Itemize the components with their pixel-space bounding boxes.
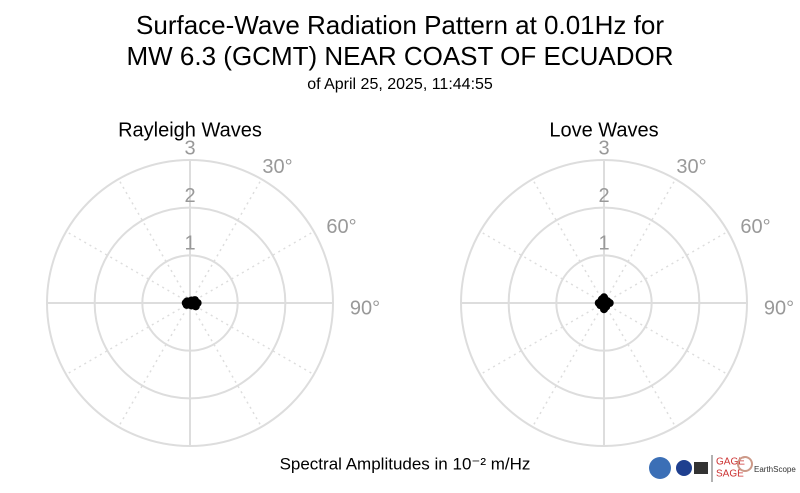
point bbox=[185, 297, 194, 306]
r-tick-label: 1 bbox=[184, 233, 195, 255]
theta-tick-label: 30° bbox=[262, 156, 292, 178]
theta-tick-label: 30° bbox=[676, 156, 706, 178]
spoke bbox=[189, 302, 263, 428]
chart-title: Rayleigh Waves bbox=[118, 119, 262, 141]
theta-tick-label: 90° bbox=[764, 297, 794, 319]
spoke bbox=[479, 230, 605, 304]
theta-tick-label: 60° bbox=[326, 216, 356, 238]
logo-usgs bbox=[694, 462, 708, 474]
footer: Spectral Amplitudes in 10⁻² m/Hz bbox=[280, 454, 531, 473]
spoke bbox=[531, 178, 605, 304]
logo-text: EarthScope bbox=[754, 465, 796, 474]
spoke bbox=[117, 302, 191, 428]
spoke bbox=[65, 302, 191, 376]
r-tick-label: 2 bbox=[598, 185, 609, 207]
logo-nsf bbox=[649, 457, 671, 479]
chart-title: Love Waves bbox=[549, 119, 658, 141]
grid-circle bbox=[93, 206, 287, 400]
logo-earthscope bbox=[737, 456, 753, 472]
r-tick-label: 3 bbox=[598, 137, 609, 159]
spoke bbox=[603, 230, 729, 304]
spoke bbox=[603, 302, 677, 428]
spoke bbox=[65, 230, 191, 304]
grid-circle bbox=[141, 254, 239, 352]
logo-nasa bbox=[676, 460, 692, 476]
point bbox=[597, 295, 606, 304]
grid-circle bbox=[555, 254, 653, 352]
spoke bbox=[189, 230, 315, 304]
title-line: MW 6.3 (GCMT) NEAR COAST OF ECUADOR bbox=[127, 41, 674, 71]
spoke bbox=[117, 178, 191, 304]
r-tick-label: 3 bbox=[184, 137, 195, 159]
grid-circle bbox=[46, 159, 334, 447]
r-tick-label: 1 bbox=[598, 233, 609, 255]
logos: GAGE SAGE EarthScope bbox=[649, 455, 796, 482]
grid-circle bbox=[460, 159, 748, 447]
logo-text: SAGE bbox=[716, 469, 744, 480]
spoke bbox=[603, 302, 729, 376]
spoke bbox=[479, 302, 605, 376]
theta-tick-label: 90° bbox=[350, 297, 380, 319]
spoke bbox=[189, 178, 263, 304]
r-tick-label: 2 bbox=[184, 185, 195, 207]
spoke bbox=[189, 302, 315, 376]
spoke bbox=[531, 302, 605, 428]
logo-text: GAGE bbox=[716, 457, 745, 468]
subtitle: of April 25, 2025, 11:44:55 bbox=[307, 76, 493, 93]
grid-circle bbox=[507, 206, 701, 400]
spoke bbox=[603, 178, 677, 304]
theta-tick-label: 60° bbox=[740, 216, 770, 238]
title-line: Surface-Wave Radiation Pattern at 0.01Hz… bbox=[136, 10, 664, 40]
